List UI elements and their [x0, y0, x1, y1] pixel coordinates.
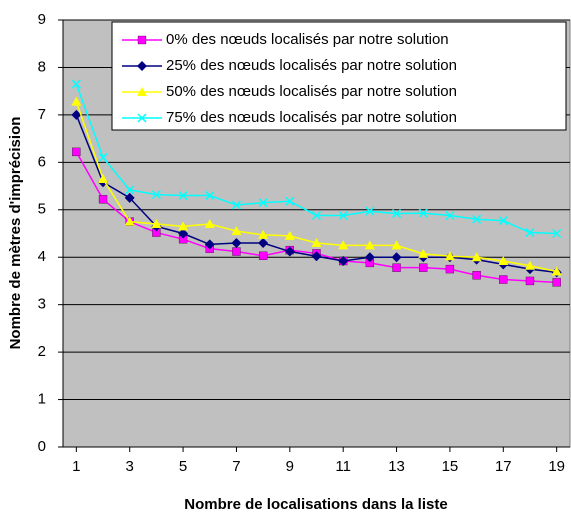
y-tick-label: 1 [38, 391, 46, 408]
data-point [391, 240, 402, 250]
x-tick-label: 3 [126, 458, 134, 475]
data-point [391, 252, 402, 263]
data-point [364, 240, 375, 250]
legend-marker [137, 35, 147, 45]
data-point [311, 210, 322, 221]
x-tick-label: 1 [72, 458, 80, 475]
y-tick-label: 0 [38, 438, 46, 455]
data-point [71, 109, 82, 120]
data-point [338, 240, 349, 250]
legend-marker [137, 87, 147, 96]
data-point [419, 263, 428, 272]
data-point [311, 237, 322, 247]
data-point [231, 226, 242, 236]
data-point [311, 251, 322, 262]
legend-label: 50% des nœuds localisés par notre soluti… [166, 83, 457, 100]
data-point [204, 219, 215, 229]
data-point [418, 208, 428, 218]
data-point [525, 228, 535, 238]
data-point [552, 228, 562, 239]
data-point [285, 196, 295, 206]
y-tick-label: 8 [38, 58, 46, 75]
data-point [552, 278, 561, 287]
legend-box [111, 21, 567, 131]
legend-label: 25% des nœuds localisés par notre soluti… [166, 57, 457, 74]
data-point [98, 153, 108, 163]
data-point [72, 147, 81, 157]
legend-label: 0% des nœuds localisés par notre solutio… [166, 31, 449, 48]
data-point [258, 251, 268, 260]
x-tick-label: 17 [495, 458, 512, 475]
y-tick-label: 2 [38, 343, 46, 360]
data-point [551, 266, 562, 276]
legend-marker [137, 113, 147, 123]
y-tick-label: 9 [38, 11, 46, 28]
data-point [498, 256, 509, 266]
data-point [392, 263, 401, 272]
data-point [365, 206, 375, 216]
data-point [258, 229, 269, 239]
data-point [232, 247, 241, 256]
data-point [284, 230, 295, 240]
data-point [524, 260, 535, 270]
data-point [124, 216, 135, 226]
x-tick-label: 7 [232, 458, 240, 475]
data-point [231, 200, 241, 210]
data-point [98, 195, 108, 204]
data-point [284, 246, 295, 257]
x-tick-label: 13 [388, 458, 405, 475]
y-tick-label: 7 [38, 106, 46, 123]
data-point [472, 271, 481, 280]
data-point [338, 256, 349, 267]
y-tick-label: 6 [38, 153, 46, 170]
y-tick-label: 5 [38, 201, 46, 218]
x-tick-label: 5 [179, 458, 187, 475]
data-point [71, 79, 81, 89]
data-point [258, 237, 269, 248]
data-point [498, 216, 508, 226]
data-point [445, 210, 455, 221]
data-point [124, 192, 135, 203]
data-point [178, 228, 189, 239]
data-point [525, 276, 535, 286]
legend-marker [137, 61, 147, 71]
x-tick-label: 11 [335, 458, 351, 475]
data-point [151, 219, 162, 229]
data-point [204, 239, 215, 250]
y-tick-label: 3 [38, 296, 46, 313]
data-point [178, 221, 189, 231]
data-point [205, 191, 215, 201]
data-point [418, 248, 429, 258]
data-point [445, 264, 455, 274]
data-point [364, 252, 375, 263]
x-axis-label: Nombre de localisations dans la liste [184, 496, 447, 513]
data-point [258, 198, 268, 208]
x-tick-label: 15 [442, 458, 459, 475]
x-tick-label: 9 [286, 458, 294, 475]
data-point [178, 191, 188, 201]
data-point [151, 190, 161, 200]
data-point [471, 252, 482, 262]
data-point [231, 237, 242, 248]
data-point [71, 96, 82, 106]
x-tick-label: 19 [548, 458, 565, 475]
y-axis-label: Nombre de mètres d'imprécision [7, 117, 24, 350]
data-point [125, 185, 135, 195]
data-point [444, 251, 455, 261]
data-point [472, 214, 482, 224]
y-tick-label: 4 [38, 248, 46, 265]
legend-label: 75% des nœuds localisés par notre soluti… [166, 109, 457, 126]
data-point [98, 173, 109, 183]
data-point [338, 210, 348, 221]
data-point [392, 209, 402, 219]
data-point [499, 275, 508, 284]
